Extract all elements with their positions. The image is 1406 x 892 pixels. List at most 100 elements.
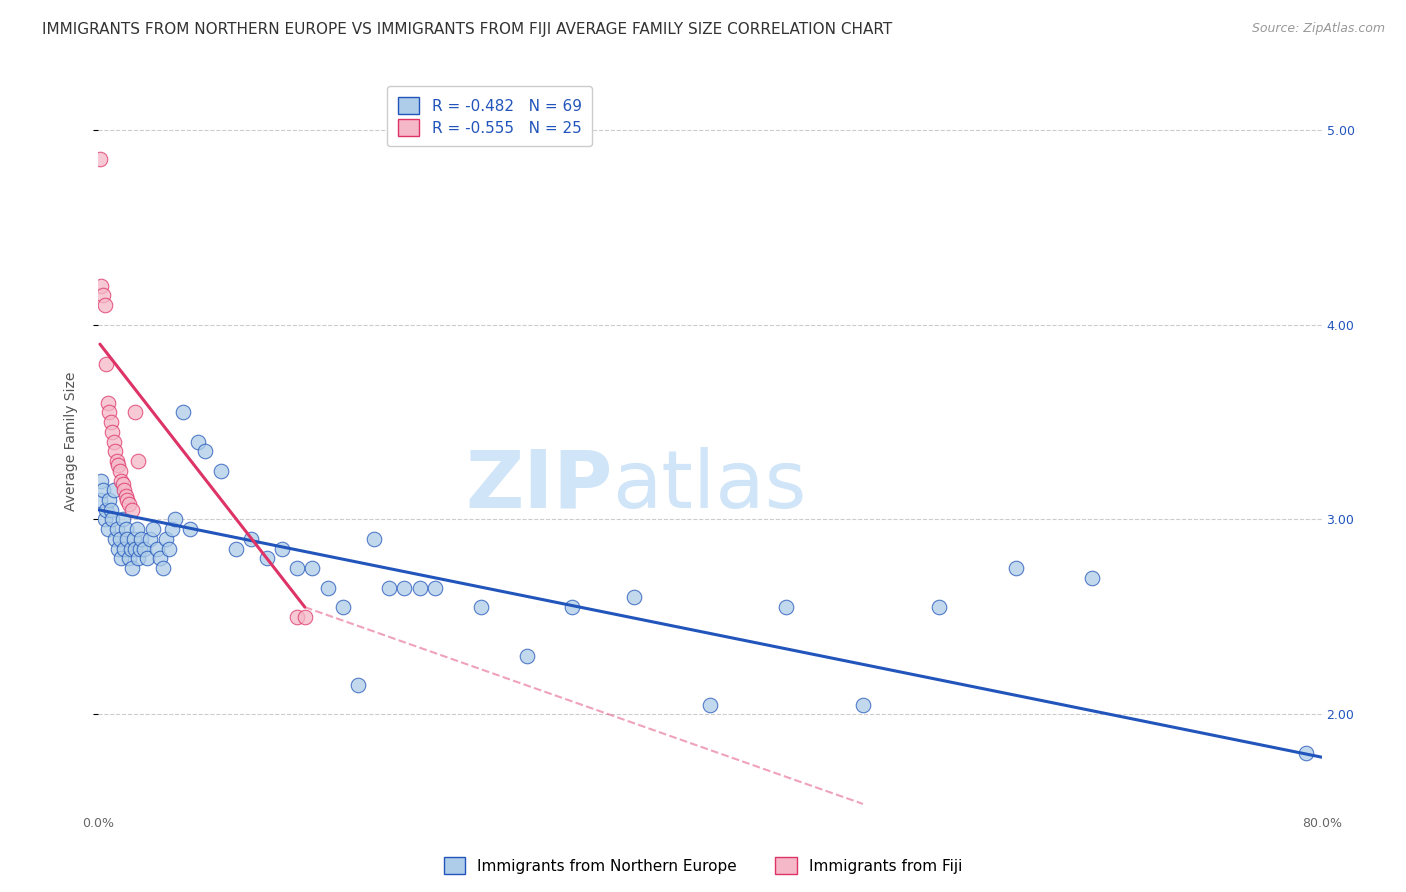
Point [101, 512, 124, 526]
Point [120, 541, 142, 556]
Point [423, 581, 446, 595]
Point [105, 522, 128, 536]
Point [90, 474, 112, 488]
Point [270, 541, 292, 556]
Point [225, 541, 247, 556]
Point [104, 444, 127, 458]
Text: Source: ZipAtlas.com: Source: ZipAtlas.com [1251, 22, 1385, 36]
Point [111, 477, 134, 491]
Point [91, 483, 114, 498]
Point [90, 278, 112, 293]
Point [775, 600, 797, 615]
Point [136, 551, 159, 566]
Point [127, 454, 149, 468]
Point [128, 541, 150, 556]
Point [149, 551, 172, 566]
Point [108, 532, 131, 546]
Point [363, 532, 385, 546]
Legend: R = -0.482   N = 69, R = -0.555   N = 25: R = -0.482 N = 69, R = -0.555 N = 25 [387, 87, 592, 146]
Point [105, 454, 128, 468]
Point [301, 561, 323, 575]
Legend: Immigrants from Northern Europe, Immigrants from Fiji: Immigrants from Northern Europe, Immigra… [437, 851, 969, 880]
Point [332, 600, 354, 615]
Point [160, 522, 183, 536]
Point [118, 551, 141, 566]
Point [209, 464, 232, 478]
Point [111, 512, 134, 526]
Point [94, 357, 117, 371]
Point [89, 152, 111, 166]
Text: atlas: atlas [612, 447, 807, 525]
Point [316, 581, 339, 595]
Point [98, 493, 121, 508]
Point [98, 405, 121, 419]
Point [117, 532, 139, 546]
Point [107, 458, 129, 472]
Point [112, 483, 135, 498]
Point [1081, 571, 1104, 585]
Point [104, 532, 127, 546]
Point [94, 502, 117, 516]
Point [392, 581, 416, 595]
Point [124, 541, 146, 556]
Point [103, 434, 125, 449]
Point [1295, 746, 1317, 760]
Point [124, 405, 146, 419]
Point [163, 512, 186, 526]
Point [347, 678, 370, 692]
Point [852, 698, 875, 712]
Point [155, 532, 177, 546]
Point [93, 298, 115, 312]
Point [112, 541, 135, 556]
Y-axis label: Average Family Size: Average Family Size [63, 372, 77, 511]
Point [152, 561, 174, 575]
Point [139, 532, 162, 546]
Point [117, 493, 139, 508]
Point [256, 551, 278, 566]
Point [240, 532, 263, 546]
Point [115, 489, 138, 503]
Point [699, 698, 721, 712]
Point [928, 600, 950, 615]
Point [97, 395, 120, 409]
Point [134, 541, 156, 556]
Point [408, 581, 430, 595]
Point [100, 502, 122, 516]
Point [179, 522, 201, 536]
Point [89, 493, 111, 508]
Point [623, 591, 645, 605]
Point [107, 541, 129, 556]
Point [110, 474, 132, 488]
Point [110, 551, 132, 566]
Point [145, 541, 167, 556]
Point [93, 512, 115, 526]
Point [157, 541, 180, 556]
Point [142, 522, 165, 536]
Point [187, 434, 209, 449]
Point [91, 288, 114, 302]
Point [121, 502, 143, 516]
Point [121, 561, 143, 575]
Point [470, 600, 492, 615]
Point [194, 444, 217, 458]
Point [516, 648, 538, 663]
Point [285, 610, 308, 624]
Point [97, 522, 120, 536]
Point [101, 425, 124, 439]
Point [378, 581, 401, 595]
Point [100, 415, 122, 429]
Point [122, 532, 145, 546]
Point [115, 522, 138, 536]
Point [129, 532, 152, 546]
Point [103, 483, 125, 498]
Point [294, 610, 316, 624]
Point [172, 405, 194, 419]
Point [1004, 561, 1026, 575]
Text: ZIP: ZIP [465, 447, 612, 525]
Point [125, 522, 148, 536]
Point [108, 464, 131, 478]
Point [118, 497, 141, 511]
Text: IMMIGRANTS FROM NORTHERN EUROPE VS IMMIGRANTS FROM FIJI AVERAGE FAMILY SIZE CORR: IMMIGRANTS FROM NORTHERN EUROPE VS IMMIG… [42, 22, 893, 37]
Point [127, 551, 149, 566]
Point [285, 561, 308, 575]
